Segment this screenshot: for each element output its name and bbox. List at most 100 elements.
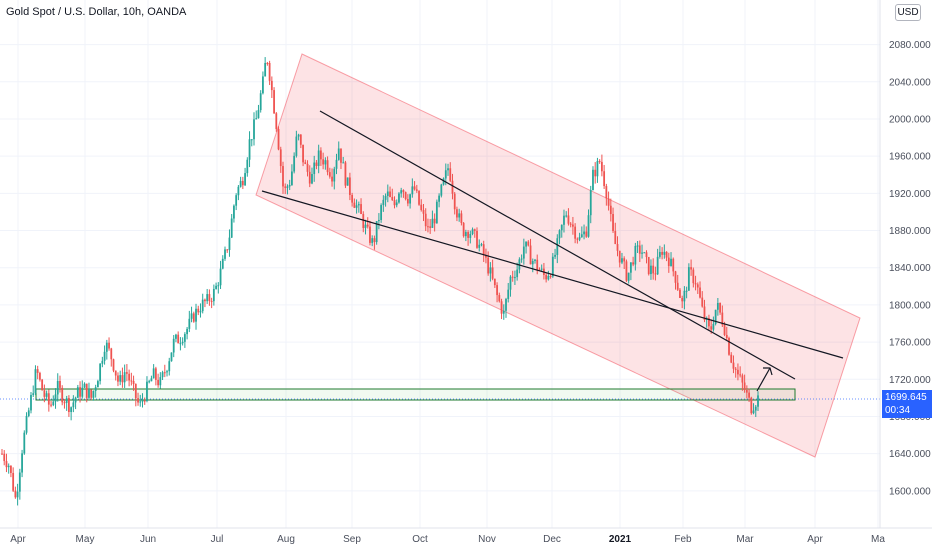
time-tick-label: Oct [412, 534, 428, 545]
candle [600, 154, 603, 177]
candle [179, 337, 182, 351]
candle [514, 270, 516, 285]
projection-arrow[interactable] [756, 367, 771, 392]
candle [402, 189, 405, 198]
candle [451, 173, 454, 200]
candle [72, 395, 75, 413]
trend-line-upper[interactable] [319, 110, 796, 380]
candle [275, 112, 278, 132]
candle [59, 375, 61, 393]
candle [507, 282, 510, 303]
candle [291, 164, 293, 186]
support-zone[interactable] [35, 388, 796, 401]
candle [170, 352, 173, 362]
candle [16, 483, 19, 506]
candle [1, 448, 3, 455]
candle [353, 198, 356, 209]
candle [371, 235, 374, 247]
candle [431, 210, 434, 228]
candle [716, 297, 719, 316]
candle [551, 253, 554, 278]
candle [679, 287, 681, 299]
candle [268, 60, 271, 86]
candle [654, 266, 657, 281]
candle [154, 366, 157, 386]
candle [418, 190, 420, 206]
price-tick-label: 1640.000 [889, 449, 931, 460]
candle [175, 333, 177, 343]
candle [683, 286, 686, 310]
candle [661, 247, 664, 260]
candle [576, 237, 579, 244]
candle [754, 404, 757, 417]
candle [130, 372, 133, 386]
candle [14, 486, 17, 499]
candle [215, 282, 217, 290]
candle [556, 234, 559, 264]
candle [598, 159, 601, 164]
candle [563, 209, 565, 233]
candle [190, 306, 193, 323]
candle [108, 337, 110, 351]
candle [589, 185, 592, 224]
candle [737, 363, 739, 381]
time-axis [0, 528, 932, 550]
candle [150, 375, 153, 382]
candle [195, 303, 197, 330]
candle [632, 256, 635, 267]
candle [117, 372, 119, 387]
candle [293, 152, 296, 174]
candle [373, 235, 376, 250]
candle [393, 196, 396, 209]
candle [647, 256, 650, 276]
candle [114, 370, 117, 381]
candle [137, 392, 139, 406]
candle [536, 254, 539, 275]
candle [473, 228, 476, 238]
candle [241, 176, 244, 190]
candle [558, 229, 561, 245]
candle [583, 224, 585, 240]
candle [534, 258, 536, 264]
candle [449, 162, 452, 183]
currency-button[interactable]: USD [895, 4, 921, 21]
candle [404, 191, 407, 201]
candle [172, 335, 175, 358]
candle [210, 297, 213, 309]
candle [480, 242, 483, 247]
candle [199, 303, 202, 318]
candle [377, 213, 380, 230]
candle [745, 385, 748, 399]
candle [386, 184, 389, 203]
trend-line-lower[interactable] [261, 190, 844, 359]
candle [18, 468, 21, 500]
candle [650, 259, 652, 280]
candle [152, 364, 155, 379]
candle [429, 219, 432, 234]
candle [186, 326, 188, 340]
candle [625, 259, 628, 282]
candle [337, 141, 340, 161]
candle [317, 144, 320, 174]
candle [547, 270, 550, 281]
candle [110, 347, 113, 367]
candle [32, 385, 35, 397]
candle [63, 398, 66, 409]
candle [192, 311, 195, 323]
candle [235, 193, 238, 211]
candle [284, 183, 287, 195]
candle [415, 184, 418, 193]
candle [757, 391, 759, 412]
candle [406, 194, 409, 207]
candle [134, 383, 137, 407]
candle [335, 153, 338, 175]
price-tick-label: 1760.000 [889, 338, 931, 349]
candle [85, 383, 88, 403]
descending-channel[interactable] [255, 53, 861, 458]
candle [395, 199, 398, 208]
candle [270, 76, 273, 98]
candle [360, 198, 362, 215]
candle [39, 371, 41, 382]
candle [694, 275, 697, 291]
